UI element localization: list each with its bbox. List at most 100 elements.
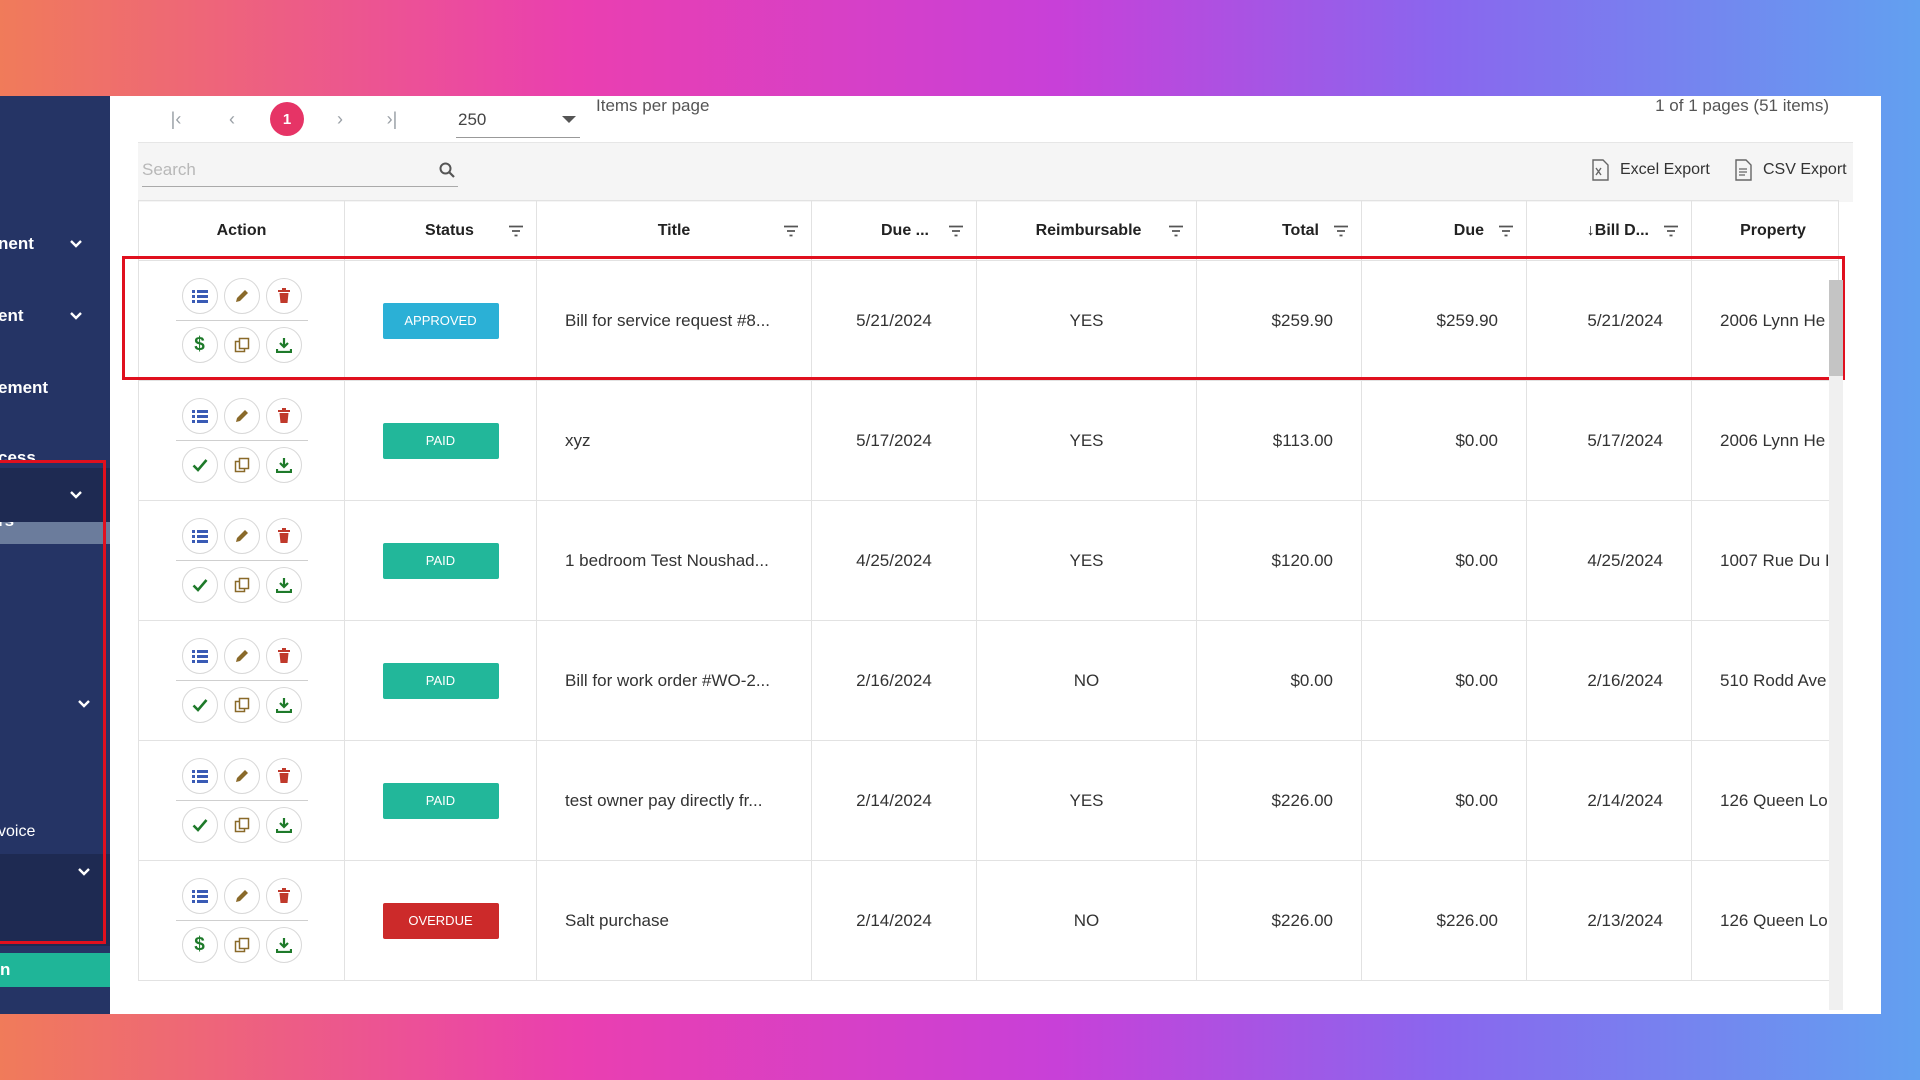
filter-icon[interactable] xyxy=(1333,225,1349,237)
sidebar-item-group-a[interactable] xyxy=(0,468,110,522)
column-header-due-date[interactable]: Due ... xyxy=(811,200,977,261)
dollar-icon[interactable]: $ xyxy=(181,327,218,363)
status-badge: APPROVED xyxy=(382,302,499,339)
list-icon[interactable] xyxy=(181,638,218,674)
download-icon[interactable] xyxy=(265,807,302,843)
title-cell[interactable]: test owner pay directly fr... xyxy=(536,740,812,861)
sidebar-item-invoice[interactable]: voice xyxy=(0,810,110,854)
title-cell[interactable]: xyz xyxy=(536,380,812,501)
trash-icon[interactable] xyxy=(265,878,302,914)
vertical-scrollbar[interactable] xyxy=(1829,280,1843,1010)
filter-icon[interactable] xyxy=(1168,225,1184,237)
csv-export-button[interactable]: CSV Export xyxy=(1733,159,1847,181)
due-date-cell: 2/14/2024 xyxy=(811,740,977,861)
pencil-icon[interactable] xyxy=(223,638,260,674)
list-icon[interactable] xyxy=(181,758,218,794)
download-icon[interactable] xyxy=(265,927,302,963)
trash-icon[interactable] xyxy=(265,638,302,674)
search-input[interactable] xyxy=(142,159,402,180)
status-cell: OVERDUE xyxy=(344,860,537,981)
last-page-icon[interactable]: ›| xyxy=(386,108,398,129)
pencil-icon[interactable] xyxy=(223,758,260,794)
chevron-down-icon xyxy=(70,491,82,499)
filter-icon[interactable] xyxy=(783,225,799,237)
download-icon[interactable] xyxy=(265,687,302,723)
trash-icon[interactable] xyxy=(265,278,302,314)
filter-icon[interactable] xyxy=(1498,225,1514,237)
next-page-icon[interactable]: › xyxy=(337,108,343,129)
title-cell[interactable]: Bill for work order #WO-2... xyxy=(536,620,812,741)
search-icon[interactable] xyxy=(438,161,456,179)
sidebar-item-group-c[interactable] xyxy=(0,854,110,946)
download-icon[interactable] xyxy=(265,447,302,483)
column-header-reimbursable[interactable]: Reimbursable xyxy=(976,200,1197,261)
chevron-down-icon xyxy=(78,700,90,708)
column-header-bill-date[interactable]: ↓Bill D... xyxy=(1526,200,1692,261)
sidebar-item-2[interactable]: ent xyxy=(0,294,110,338)
list-icon[interactable] xyxy=(181,278,218,314)
download-icon[interactable] xyxy=(265,567,302,603)
table-row[interactable]: PAID Bill for work order #WO-2... 2/16/2… xyxy=(138,620,1839,741)
check-icon[interactable] xyxy=(181,447,218,483)
column-header-label: Due xyxy=(1453,221,1484,239)
column-header-action[interactable]: Action xyxy=(138,200,345,261)
copy-icon[interactable] xyxy=(223,567,260,603)
copy-icon[interactable] xyxy=(223,687,260,723)
title-cell[interactable]: Salt purchase xyxy=(536,860,812,981)
column-header-property[interactable]: Property xyxy=(1691,200,1839,261)
pencil-icon[interactable] xyxy=(223,398,260,434)
check-icon[interactable] xyxy=(181,567,218,603)
trash-icon[interactable] xyxy=(265,398,302,434)
action-cell xyxy=(138,500,345,621)
reimbursable-cell: YES xyxy=(976,380,1197,501)
copy-icon[interactable] xyxy=(223,927,260,963)
copy-icon[interactable] xyxy=(223,807,260,843)
sidebar-item-group-b[interactable] xyxy=(0,682,110,726)
copy-icon[interactable] xyxy=(223,327,260,363)
pencil-icon[interactable] xyxy=(223,878,260,914)
sidebar-item-3[interactable]: ement xyxy=(0,366,110,410)
pencil-icon[interactable] xyxy=(223,518,260,554)
pencil-icon[interactable] xyxy=(223,278,260,314)
list-icon[interactable] xyxy=(181,398,218,434)
total-cell: $259.90 xyxy=(1196,260,1362,381)
download-icon[interactable] xyxy=(265,327,302,363)
first-page-icon[interactable]: |‹ xyxy=(170,108,182,129)
title-cell[interactable]: 1 bedroom Test Noushad... xyxy=(536,500,812,621)
sidebar-item-1[interactable]: nent xyxy=(0,222,110,266)
dollar-icon[interactable]: $ xyxy=(181,927,218,963)
sidebar-green-item[interactable]: n xyxy=(0,953,110,987)
current-page-button[interactable]: 1 xyxy=(270,102,304,136)
column-header-due[interactable]: Due xyxy=(1361,200,1527,261)
excel-export-button[interactable]: Excel Export xyxy=(1590,159,1710,181)
filter-icon[interactable] xyxy=(508,225,524,237)
total-cell: $226.00 xyxy=(1196,740,1362,861)
scrollbar-thumb[interactable] xyxy=(1829,280,1843,376)
filter-icon[interactable] xyxy=(1663,225,1679,237)
filter-icon[interactable] xyxy=(948,225,964,237)
table-row[interactable]: $ OVERDUE Salt purchase 2/14/2024 NO $22… xyxy=(138,860,1839,981)
table-row[interactable]: PAID test owner pay directly fr... 2/14/… xyxy=(138,740,1839,861)
bills-table: Action Status Title Due ... Reimbursable… xyxy=(138,200,1853,981)
trash-icon[interactable] xyxy=(265,518,302,554)
grid-toolbar: Excel Export CSV Export xyxy=(138,142,1853,202)
table-row[interactable]: $ APPROVED Bill for service request #8..… xyxy=(138,260,1839,381)
action-cell xyxy=(138,740,345,861)
check-icon[interactable] xyxy=(181,687,218,723)
table-row[interactable]: PAID 1 bedroom Test Noushad... 4/25/2024… xyxy=(138,500,1839,621)
title-cell[interactable]: Bill for service request #8... xyxy=(536,260,812,381)
due-cell: $0.00 xyxy=(1361,620,1527,741)
prev-page-icon[interactable]: ‹ xyxy=(229,108,235,129)
copy-icon[interactable] xyxy=(223,447,260,483)
list-icon[interactable] xyxy=(181,518,218,554)
column-header-title[interactable]: Title xyxy=(536,200,812,261)
trash-icon[interactable] xyxy=(265,758,302,794)
page-size-select[interactable]: 250 xyxy=(456,102,580,138)
table-row[interactable]: PAID xyz 5/17/2024 YES $113.00 $0.00 5/1… xyxy=(138,380,1839,501)
property-cell: 126 Queen Lo xyxy=(1691,740,1839,861)
check-icon[interactable] xyxy=(181,807,218,843)
bill-date-cell: 5/21/2024 xyxy=(1526,260,1692,381)
column-header-status[interactable]: Status xyxy=(344,200,537,261)
list-icon[interactable] xyxy=(181,878,218,914)
column-header-total[interactable]: Total xyxy=(1196,200,1362,261)
